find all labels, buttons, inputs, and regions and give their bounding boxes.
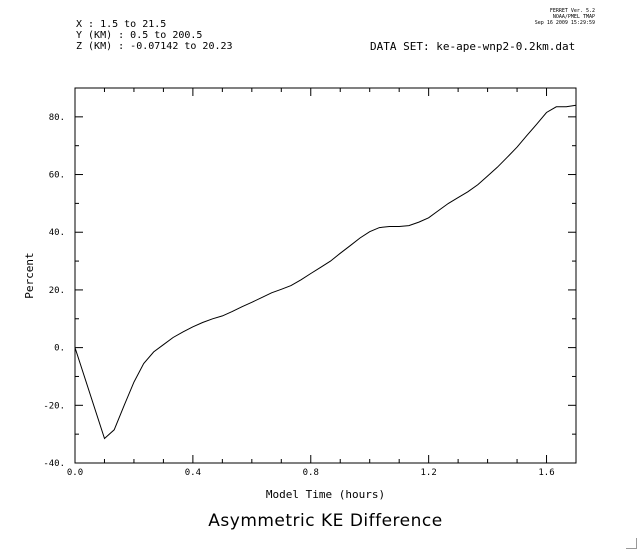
tick-labels: 0.0 0.4 0.8 1.2 1.6 -40. -20. 0. 20. 40. 60. 80. (43, 113, 554, 478)
axis-ticks (74, 87, 577, 464)
y-tick-label: 60. (49, 171, 65, 181)
y-tick-label: 40. (49, 228, 65, 238)
x-axis-label: Model Time (hours) (266, 488, 385, 501)
timestamp-label: Sep 16 2009 15:29:59 (534, 20, 595, 26)
y-tick-label: 80. (49, 113, 65, 123)
series-line (74, 104, 577, 440)
y-tick-label: 0. (54, 344, 65, 354)
x-tick-label: 1.6 (538, 468, 554, 478)
corner-mark (626, 538, 637, 549)
x-range-label: X : 1.5 to 21.5 (76, 19, 167, 30)
x-tick-label: 0.4 (185, 468, 201, 478)
x-tick-label: 0.8 (303, 468, 319, 478)
x-tick-label: 1.2 (421, 468, 437, 478)
org-label: NOAA/PMEL TMAP (552, 14, 595, 20)
plot-frame (74, 87, 577, 464)
dataset-label: DATA SET: ke-ape-wnp2-0.2km.dat (370, 40, 576, 53)
y-range-label: Y (KM) : 0.5 to 200.5 (76, 30, 203, 41)
y-axis-label: Percent (23, 252, 36, 298)
y-tick-label: -40. (43, 459, 65, 469)
y-tick-label: 20. (49, 286, 65, 296)
y-tick-label: -20. (43, 401, 65, 411)
x-tick-label: 0.0 (67, 468, 83, 478)
z-range-label: Z (KM) : -0.07142 to 20.23 (76, 41, 233, 52)
version-label: FERRET Ver. 5.2 (549, 8, 595, 14)
chart-title: Asymmetric KE Difference (208, 511, 443, 531)
